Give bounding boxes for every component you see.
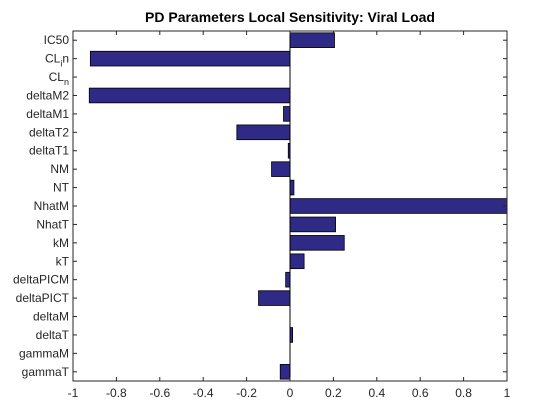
bar [271,161,291,177]
bar [289,198,508,214]
bar [285,271,291,288]
x-tick-label: -0.2 [236,386,257,400]
plot-frame [72,30,508,382]
bar [289,32,335,48]
y-tick-label: NM [50,162,69,176]
x-tick-label: 0.4 [368,386,385,400]
y-tick-label: deltaT2 [29,125,69,139]
y-tick-label: deltaT1 [29,144,69,158]
chart-title: PD Parameters Local Sensitivity: Viral L… [145,9,435,25]
x-tick-label: -0.6 [149,386,170,400]
x-tick-labels: -1 -0.8 -0.6 -0.4 -0.2 0 0.2 0.4 0.6 0.8 1 [68,386,511,400]
bar [258,290,291,306]
bar [279,364,291,380]
x-tick-label: 0.8 [455,386,472,400]
bar [89,50,291,67]
bar [289,253,305,270]
x-tick-label: -0.4 [193,386,214,400]
y-tick-label: IC50 [44,33,70,47]
y-tick-label: CLin [45,52,69,69]
y-tick-label: NT [53,181,70,195]
y-tick-label: deltaPICT [16,291,70,305]
y-tick-label: gammaM [19,346,69,360]
x-tick-label: 0 [287,386,294,400]
x-tick-label: 1 [504,386,511,400]
y-tick-label: deltaM [33,310,69,324]
y-tick-label: kT [56,254,70,268]
x-tick-label: -1 [68,386,79,400]
bar [283,106,291,122]
y-tick-label: deltaPICM [13,273,69,287]
bar [289,179,295,196]
y-tick-label: kM [53,236,69,250]
y-tick-label: deltaT [36,328,70,342]
bar [88,87,291,104]
x-tick-label: 0.6 [412,386,429,400]
x-tick-label: -0.8 [106,386,127,400]
bar [236,124,291,141]
y-tick-label: NhatT [36,217,69,231]
y-tick-label: deltaM1 [26,107,69,121]
y-tick-label: CLn [49,70,69,87]
bar [289,235,345,251]
x-tick-label: 0.2 [325,386,342,400]
y-tick-label: deltaM2 [26,88,69,102]
y-tick-label: NhatM [34,199,69,213]
y-tick-label: gammaT [22,365,70,379]
bar [289,216,336,233]
